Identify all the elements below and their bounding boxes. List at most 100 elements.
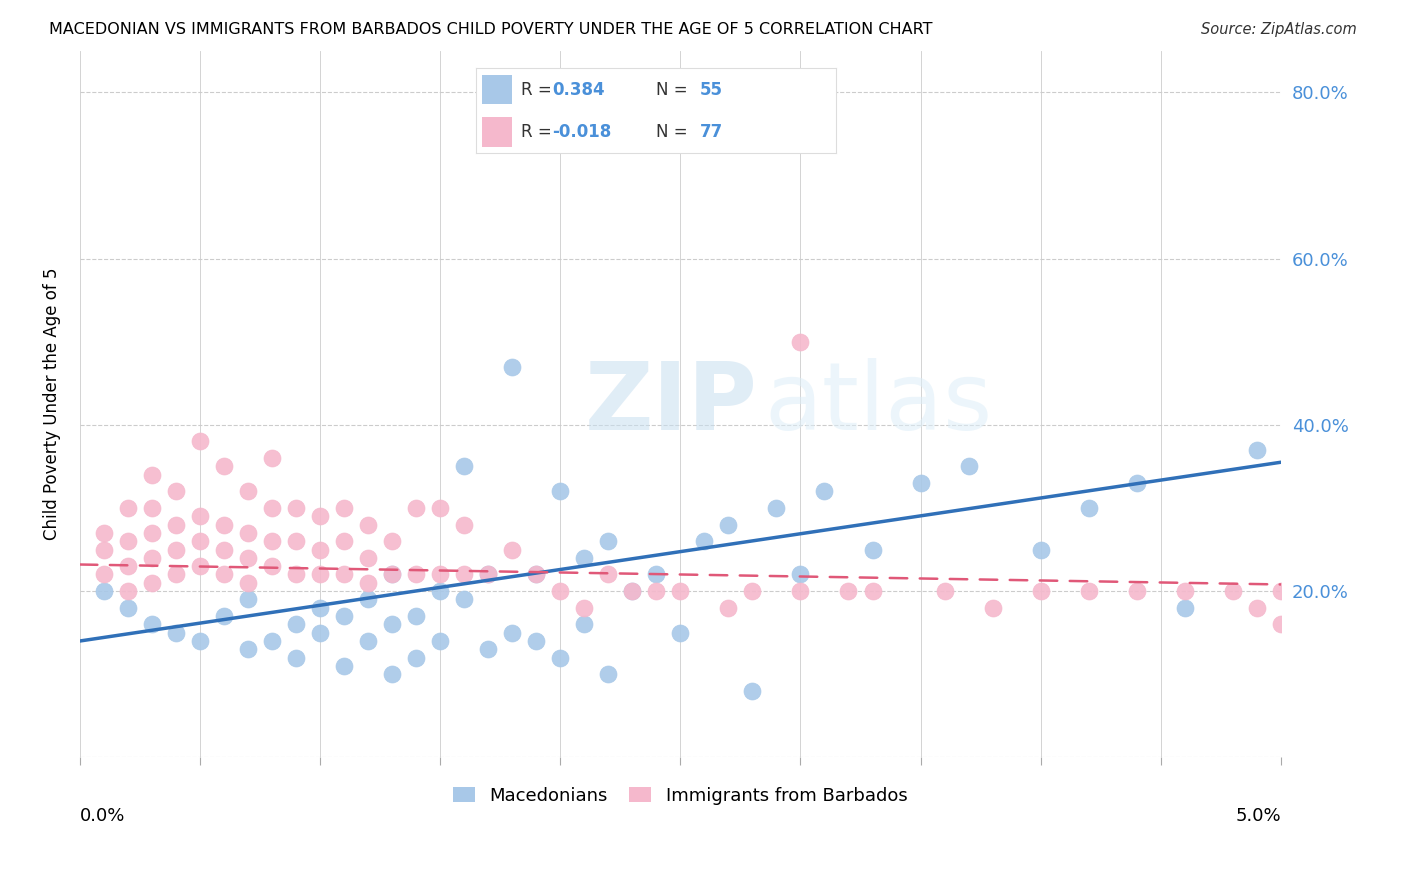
Point <box>741 584 763 599</box>
Point <box>862 542 884 557</box>
Text: atlas: atlas <box>765 358 993 450</box>
Point <box>212 459 235 474</box>
Point <box>548 650 571 665</box>
Point <box>789 334 811 349</box>
Point <box>260 559 283 574</box>
Point <box>141 550 163 565</box>
Point <box>598 567 620 582</box>
Point <box>524 567 547 582</box>
Point <box>212 609 235 624</box>
Point <box>1077 500 1099 515</box>
Point <box>260 500 283 515</box>
Point <box>574 600 596 615</box>
Point <box>813 484 835 499</box>
Text: MACEDONIAN VS IMMIGRANTS FROM BARBADOS CHILD POVERTY UNDER THE AGE OF 5 CORRELAT: MACEDONIAN VS IMMIGRANTS FROM BARBADOS C… <box>49 22 932 37</box>
Point <box>333 567 356 582</box>
Point <box>477 567 499 582</box>
Point <box>260 634 283 648</box>
Point <box>598 667 620 681</box>
Point <box>765 500 787 515</box>
Point <box>789 567 811 582</box>
Point <box>165 517 187 532</box>
Point <box>188 634 211 648</box>
Point <box>260 534 283 549</box>
Point <box>453 567 475 582</box>
Point <box>117 584 139 599</box>
Point <box>236 642 259 657</box>
Point <box>309 567 332 582</box>
Point <box>333 534 356 549</box>
Point <box>501 625 523 640</box>
Point <box>429 500 451 515</box>
Point <box>117 500 139 515</box>
Point <box>357 517 380 532</box>
Point <box>260 451 283 466</box>
Point <box>285 534 308 549</box>
Point <box>117 534 139 549</box>
Point <box>693 534 716 549</box>
Point <box>934 584 956 599</box>
Point <box>236 592 259 607</box>
Point <box>405 609 427 624</box>
Point <box>188 559 211 574</box>
Point <box>1246 442 1268 457</box>
Point <box>645 567 668 582</box>
Point <box>236 550 259 565</box>
Point <box>165 542 187 557</box>
Point <box>141 525 163 540</box>
Point <box>1125 476 1147 491</box>
Point <box>333 500 356 515</box>
Point <box>117 559 139 574</box>
Point <box>669 625 692 640</box>
Point <box>165 484 187 499</box>
Point <box>910 476 932 491</box>
Point <box>381 567 404 582</box>
Point <box>405 567 427 582</box>
Point <box>1246 600 1268 615</box>
Point <box>93 584 115 599</box>
Point <box>477 567 499 582</box>
Point <box>188 434 211 449</box>
Point <box>717 517 740 532</box>
Point <box>501 359 523 374</box>
Point <box>141 500 163 515</box>
Y-axis label: Child Poverty Under the Age of 5: Child Poverty Under the Age of 5 <box>44 268 60 541</box>
Point <box>141 617 163 632</box>
Point <box>236 484 259 499</box>
Point <box>574 617 596 632</box>
Point <box>165 625 187 640</box>
Point <box>357 575 380 590</box>
Point <box>453 517 475 532</box>
Point <box>405 650 427 665</box>
Point <box>236 575 259 590</box>
Point <box>93 525 115 540</box>
Point <box>669 584 692 599</box>
Point <box>524 634 547 648</box>
Point <box>141 467 163 482</box>
Point <box>645 584 668 599</box>
Point <box>117 600 139 615</box>
Point <box>165 567 187 582</box>
Point <box>717 600 740 615</box>
Point <box>574 550 596 565</box>
Point <box>212 542 235 557</box>
Point <box>957 459 980 474</box>
Point <box>381 667 404 681</box>
Point <box>236 525 259 540</box>
Point <box>862 584 884 599</box>
Point <box>1125 584 1147 599</box>
Point <box>524 567 547 582</box>
Point <box>141 575 163 590</box>
Point <box>93 567 115 582</box>
Point <box>405 500 427 515</box>
Text: 0.0%: 0.0% <box>80 807 125 825</box>
Point <box>381 617 404 632</box>
Point <box>188 509 211 524</box>
Legend: Macedonians, Immigrants from Barbados: Macedonians, Immigrants from Barbados <box>446 780 914 812</box>
Text: ZIP: ZIP <box>585 358 758 450</box>
Point <box>501 542 523 557</box>
Point <box>1077 584 1099 599</box>
Point <box>357 634 380 648</box>
Point <box>621 584 644 599</box>
Point <box>285 617 308 632</box>
